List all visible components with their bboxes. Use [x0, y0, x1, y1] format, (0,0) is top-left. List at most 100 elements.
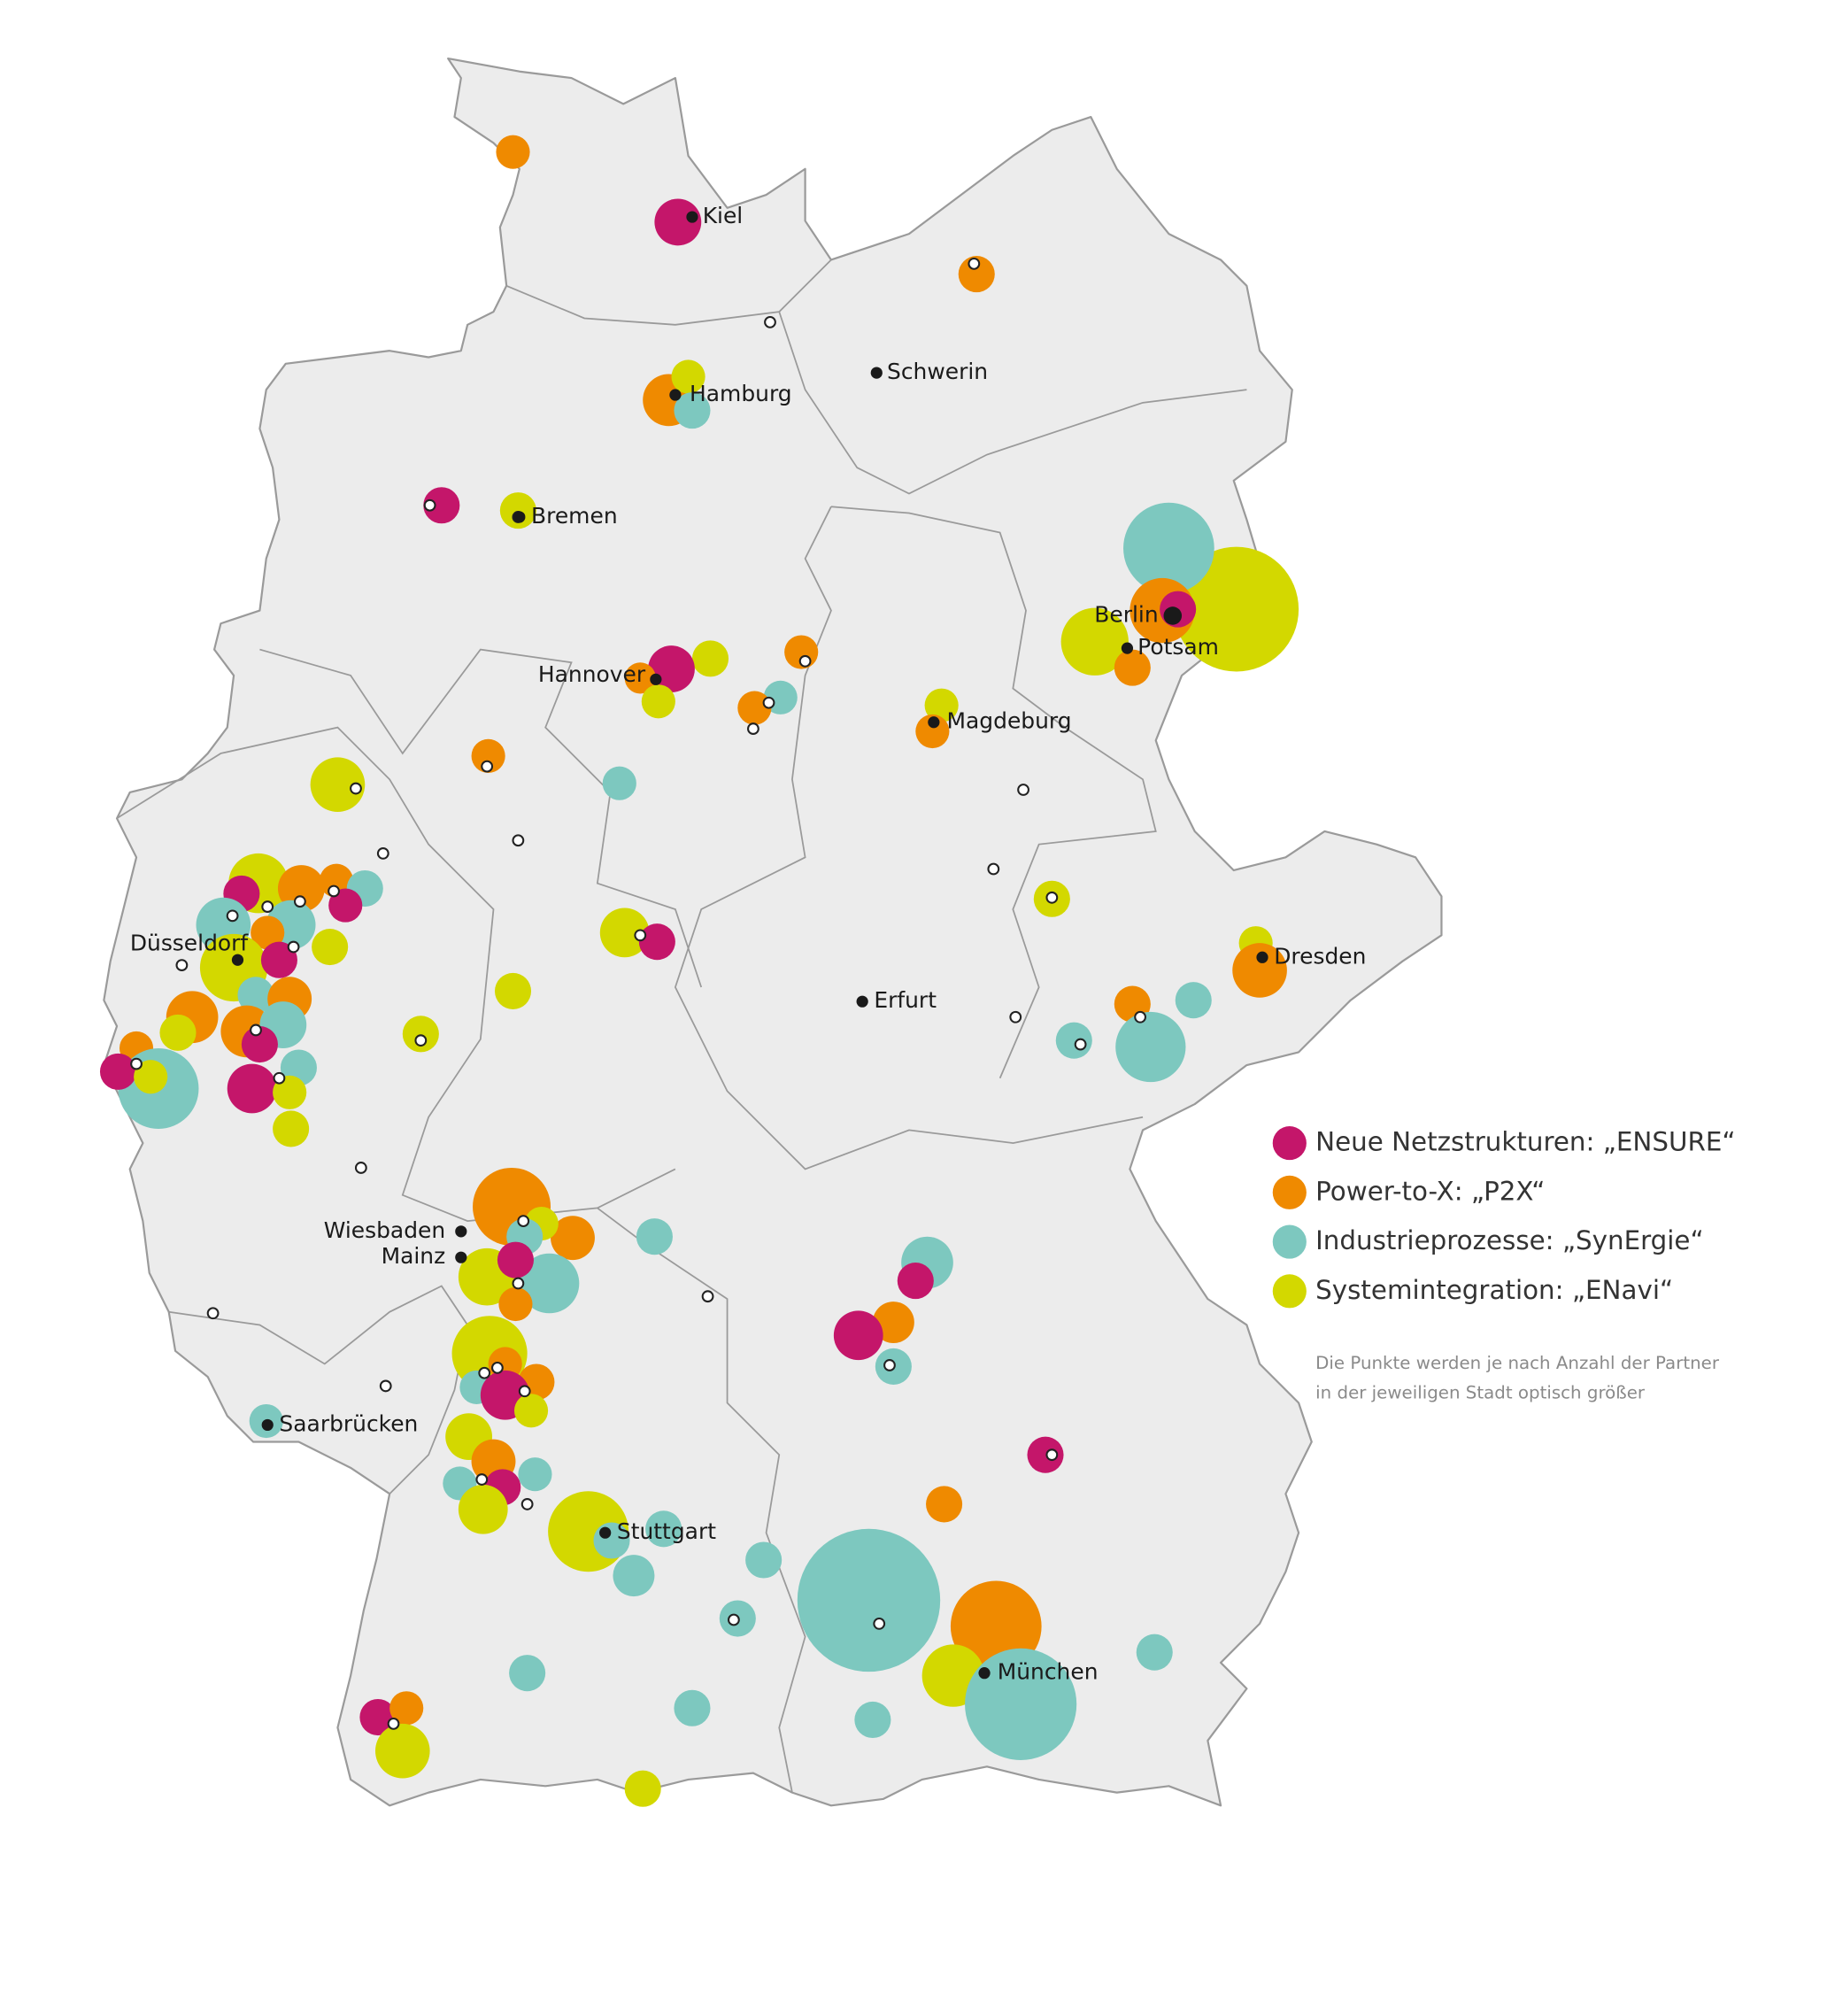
bubble	[1232, 943, 1287, 998]
bubble	[237, 977, 274, 1014]
bubble	[374, 1723, 430, 1779]
city-label: Mainz	[382, 1243, 446, 1269]
city-label: Kiel	[703, 203, 744, 228]
city-label: Wiesbaden	[324, 1217, 445, 1243]
bubble	[260, 941, 297, 978]
bubble	[99, 1053, 137, 1090]
legend-label: Systemintegration: „ENavi“	[1315, 1275, 1673, 1305]
bubble	[1114, 649, 1151, 686]
bubble	[1060, 607, 1129, 676]
city-dot	[1256, 951, 1268, 963]
bubble	[134, 1060, 168, 1094]
location-dot	[423, 498, 436, 512]
bubble	[1115, 1011, 1186, 1083]
location-dot	[287, 940, 300, 954]
bubble	[737, 691, 772, 725]
location-dot	[873, 1618, 886, 1630]
bubble	[513, 1394, 549, 1428]
location-dot	[512, 1277, 525, 1290]
bubbles	[99, 135, 1299, 1807]
bubble	[328, 888, 363, 923]
location-dot	[798, 654, 812, 668]
location-dot	[883, 1359, 896, 1371]
legend-label: Industrieprozesse: „SynErgie“	[1315, 1225, 1704, 1255]
location-dot	[350, 782, 362, 795]
location-dot	[491, 1361, 504, 1374]
bubble	[599, 908, 650, 958]
location-dot	[512, 834, 525, 847]
bubble	[402, 1016, 439, 1053]
bubble	[674, 392, 711, 429]
city-label: Erfurt	[874, 987, 937, 1013]
bubble	[965, 1648, 1077, 1760]
location-dot	[764, 315, 776, 328]
bubble	[423, 487, 460, 524]
bubble	[674, 1689, 711, 1726]
city-label: Düsseldorf	[130, 931, 250, 956]
bubble	[958, 256, 995, 293]
location-dot	[518, 1385, 531, 1398]
location-dot	[475, 1473, 489, 1486]
location-dot	[206, 1307, 220, 1320]
bubble	[509, 1655, 546, 1692]
legend: Neue Netzstrukturen: „ENSURE“ Power-to-X:…	[1272, 1126, 1736, 1403]
bubble	[602, 766, 636, 800]
bubble	[797, 1528, 941, 1672]
legend-label: Neue Netzstrukturen: „ENSURE“	[1315, 1127, 1735, 1157]
city-dot	[978, 1667, 991, 1680]
city-label: Magdeburg	[947, 708, 1072, 734]
location-dot	[987, 862, 1000, 876]
bubble	[638, 923, 675, 961]
location-dot	[414, 1034, 428, 1047]
bubble	[227, 1063, 277, 1114]
bubble	[494, 972, 532, 1009]
city-dot	[513, 511, 526, 523]
location-dot	[376, 847, 389, 860]
legend-swatch	[1272, 1274, 1307, 1309]
bubble	[251, 915, 285, 950]
bubble	[833, 1310, 883, 1361]
city-dot	[599, 1526, 612, 1539]
bubble	[389, 1691, 424, 1726]
city-label: Saarbrücken	[279, 1410, 418, 1436]
city-dot	[455, 1225, 467, 1238]
city-dot	[669, 389, 682, 401]
bubble	[312, 929, 349, 966]
bubble	[897, 1263, 934, 1300]
bubble	[1174, 546, 1299, 672]
bubble	[671, 359, 705, 394]
location-dot	[747, 722, 759, 735]
bubble	[924, 688, 959, 722]
legend-label: Power-to-X: „P2X“	[1315, 1176, 1545, 1206]
bubble	[359, 1698, 397, 1736]
bubble	[1123, 502, 1214, 594]
city-label: München	[998, 1659, 1099, 1685]
city-labels: Kiel Hamburg Schwerin Bremen Berlin Potsam Han…	[130, 203, 1367, 1685]
location-dot	[1045, 1448, 1059, 1462]
location-dot	[634, 929, 647, 942]
location-dot	[130, 1057, 143, 1070]
location-dot	[1074, 1038, 1087, 1051]
location-dot	[478, 1366, 491, 1379]
bubble	[691, 640, 729, 677]
location-dot	[387, 1717, 400, 1730]
bubble	[471, 738, 505, 773]
bubble	[519, 1253, 580, 1314]
bubble	[277, 865, 325, 912]
bubble	[310, 757, 366, 812]
bubble	[636, 1218, 673, 1255]
city-label: Stuttgart	[617, 1518, 716, 1544]
location-dot	[762, 696, 775, 709]
bubble	[241, 1026, 278, 1063]
bubble	[624, 1770, 661, 1807]
city-label: Hannover	[538, 661, 646, 687]
city-dot	[1121, 642, 1134, 654]
legend-note: Die Punkte werden je nach Anzahl der Par…	[1315, 1353, 1720, 1373]
bubble	[159, 1014, 197, 1051]
city-dot	[856, 995, 868, 1008]
city-dot	[261, 1418, 274, 1432]
bubble	[458, 1484, 508, 1534]
city-label: Bremen	[531, 503, 618, 529]
bubble	[518, 1457, 552, 1492]
